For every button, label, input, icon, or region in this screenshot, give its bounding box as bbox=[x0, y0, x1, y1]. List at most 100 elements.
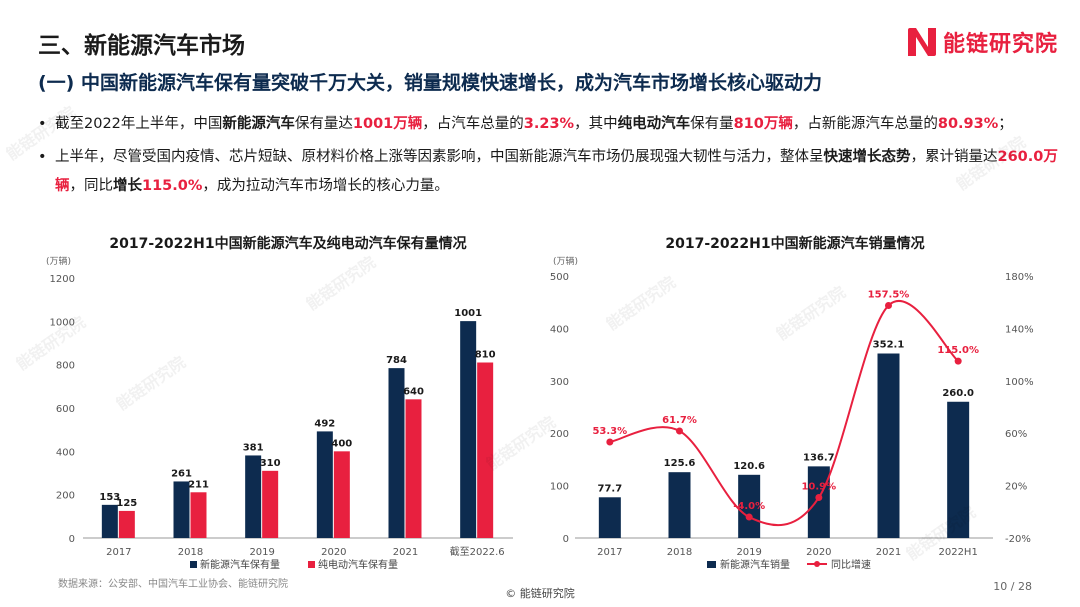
data-label: 120.6 bbox=[733, 461, 765, 472]
y2-tick-label: 100% bbox=[1005, 377, 1034, 388]
bar-bev-holdings bbox=[118, 510, 135, 538]
bar-nev-sales bbox=[807, 466, 830, 538]
y-tick-label: 1200 bbox=[50, 274, 75, 285]
bar-nev-holdings bbox=[316, 431, 333, 538]
x-tick-label: 截至2022.6 bbox=[450, 545, 505, 558]
growth-rate-point bbox=[954, 357, 962, 365]
section-title: 三、新能源汽车市场 bbox=[38, 33, 245, 59]
data-source-note: 数据来源：公安部、中国汽车工业协会、能链研究院 bbox=[58, 579, 288, 590]
page-subtitle: (一) 中国新能源汽车保有量突破千万大关，销量规模快速增长，成为汽车市场增长核心… bbox=[38, 72, 822, 94]
data-label: 211 bbox=[188, 479, 209, 490]
data-label: 125 bbox=[116, 498, 137, 509]
y2-tick-label: 180% bbox=[1005, 272, 1034, 283]
data-label: 77.7 bbox=[597, 483, 622, 494]
bullet-text-run: 810万辆 bbox=[733, 116, 793, 132]
data-label: 400 bbox=[331, 438, 352, 449]
legend-label: 新能源汽车销量 bbox=[720, 558, 790, 571]
data-label: 260.0 bbox=[942, 388, 974, 399]
growth-rate-point bbox=[676, 427, 683, 435]
sales-combo-chart: (万辆) 0 100 200 300 400 500 -20% 20% 60% 100% 140% 18… bbox=[550, 255, 1034, 571]
y-tick-label: 100 bbox=[550, 482, 569, 493]
bullet-marker: • bbox=[38, 149, 47, 165]
bar-bev-holdings bbox=[190, 492, 207, 538]
data-label: 381 bbox=[243, 442, 264, 453]
chart2-title: 2017-2022H1中国新能源汽车销量情况 bbox=[665, 236, 925, 252]
bar-nev-sales bbox=[738, 474, 761, 538]
x-tick-label: 2020 bbox=[806, 547, 831, 558]
y-tick-label: 300 bbox=[550, 377, 569, 388]
legend-label: 同比增速 bbox=[831, 558, 871, 571]
y-tick-label: 200 bbox=[550, 429, 569, 440]
x-tick-label: 2018 bbox=[667, 547, 692, 558]
y2-tick-label: 140% bbox=[1005, 324, 1034, 335]
data-label: 784 bbox=[386, 355, 407, 366]
bullet-text-run: 保有量达 bbox=[294, 116, 353, 132]
x-tick-label: 2022H1 bbox=[938, 547, 977, 558]
bullet-text-run: 3.23% bbox=[523, 116, 575, 132]
growth-rate-label: 157.5% bbox=[868, 289, 910, 300]
data-label: 136.7 bbox=[803, 452, 835, 463]
legend-swatch bbox=[308, 561, 315, 568]
growth-rate-label: 115.0% bbox=[937, 345, 979, 356]
data-label: 125.6 bbox=[664, 458, 696, 469]
growth-rate-point bbox=[815, 494, 823, 502]
bullet-list: • 截至2022年上半年，中国新能源汽车保有量达1001万辆，占汽车总量的3.23… bbox=[38, 110, 1058, 205]
bar-bev-holdings bbox=[405, 399, 422, 538]
copyright: © 能链研究院 bbox=[505, 587, 575, 600]
bullet-text-run: ，累计销量达 bbox=[910, 149, 998, 165]
bar-nev-sales bbox=[947, 401, 970, 538]
bullet-text-run: 80.93% bbox=[937, 116, 999, 132]
growth-rate-point bbox=[745, 513, 753, 521]
growth-rate-label: 53.3% bbox=[592, 426, 627, 437]
data-label: 810 bbox=[475, 350, 496, 361]
bar-bev-holdings bbox=[477, 362, 494, 538]
x-tick-label: 2020 bbox=[321, 547, 346, 558]
chart1-title: 2017-2022H1中国新能源汽车及纯电动汽车保有量情况 bbox=[109, 236, 467, 252]
y2-tick-label: -20% bbox=[1005, 534, 1031, 545]
bullet-text-run: ； bbox=[998, 116, 1013, 132]
growth-rate-label: 61.7% bbox=[662, 415, 697, 426]
bullet-text-run: 快速增长态势 bbox=[823, 149, 911, 165]
y-tick-label: 400 bbox=[56, 447, 75, 458]
x-tick-label: 2017 bbox=[597, 547, 622, 558]
bullet-item: • 截至2022年上半年，中国新能源汽车保有量达1001万辆，占汽车总量的3.23… bbox=[38, 110, 1058, 139]
bar-nev-sales bbox=[598, 497, 621, 538]
x-tick-label: 2021 bbox=[393, 547, 418, 558]
bullet-text-run: 纯电动汽车 bbox=[617, 116, 691, 132]
bullet-text-run: 保有量 bbox=[690, 116, 734, 132]
growth-rate-point bbox=[885, 301, 892, 309]
bullet-text-run: ，成为拉动汽车市场增长的核心力量。 bbox=[202, 178, 449, 194]
brand-logo: 能链研究院 bbox=[905, 24, 1058, 60]
bullet-text-run: 上半年，尽管受国内疫情、芯片短缺、原材料价格上涨等因素影响，中国新能源汽车市场仍… bbox=[55, 149, 824, 165]
bullet-text-run: 截至2022年上半年，中国 bbox=[55, 116, 223, 132]
legend-swatch bbox=[190, 561, 197, 568]
data-label: 352.1 bbox=[873, 339, 905, 350]
bar-nev-holdings bbox=[388, 368, 405, 538]
logo-text: 能链研究院 bbox=[943, 32, 1059, 57]
data-label: 310 bbox=[260, 458, 281, 469]
y-tick-label: 0 bbox=[69, 534, 75, 545]
y-axis-unit: (万辆) bbox=[553, 255, 578, 267]
bar-nev-holdings bbox=[101, 504, 118, 538]
bullet-text-run: ，其中 bbox=[574, 116, 618, 132]
x-tick-label: 2019 bbox=[736, 547, 761, 558]
bar-bev-holdings bbox=[262, 470, 279, 538]
bullet-text-run: 1001万辆 bbox=[352, 116, 423, 132]
x-tick-label: 2019 bbox=[249, 547, 274, 558]
y-tick-label: 1000 bbox=[50, 317, 75, 328]
y2-tick-label: 60% bbox=[1005, 429, 1027, 440]
legend-label: 纯电动汽车保有量 bbox=[318, 558, 398, 571]
x-tick-label: 2017 bbox=[106, 547, 131, 558]
legend-line-marker bbox=[814, 561, 820, 567]
y-tick-label: 0 bbox=[563, 534, 569, 545]
y2-tick-label: 20% bbox=[1005, 482, 1027, 493]
logo-n-icon bbox=[908, 28, 936, 56]
growth-rate-point bbox=[606, 438, 614, 446]
data-label: 153 bbox=[99, 492, 120, 503]
bar-nev-sales bbox=[668, 472, 691, 538]
bullet-item: • 上半年，尽管受国内疫情、芯片短缺、原材料价格上涨等因素影响，中国新能源汽车市场… bbox=[38, 143, 1058, 201]
bullet-marker: • bbox=[38, 116, 47, 132]
y-tick-label: 800 bbox=[56, 361, 75, 372]
